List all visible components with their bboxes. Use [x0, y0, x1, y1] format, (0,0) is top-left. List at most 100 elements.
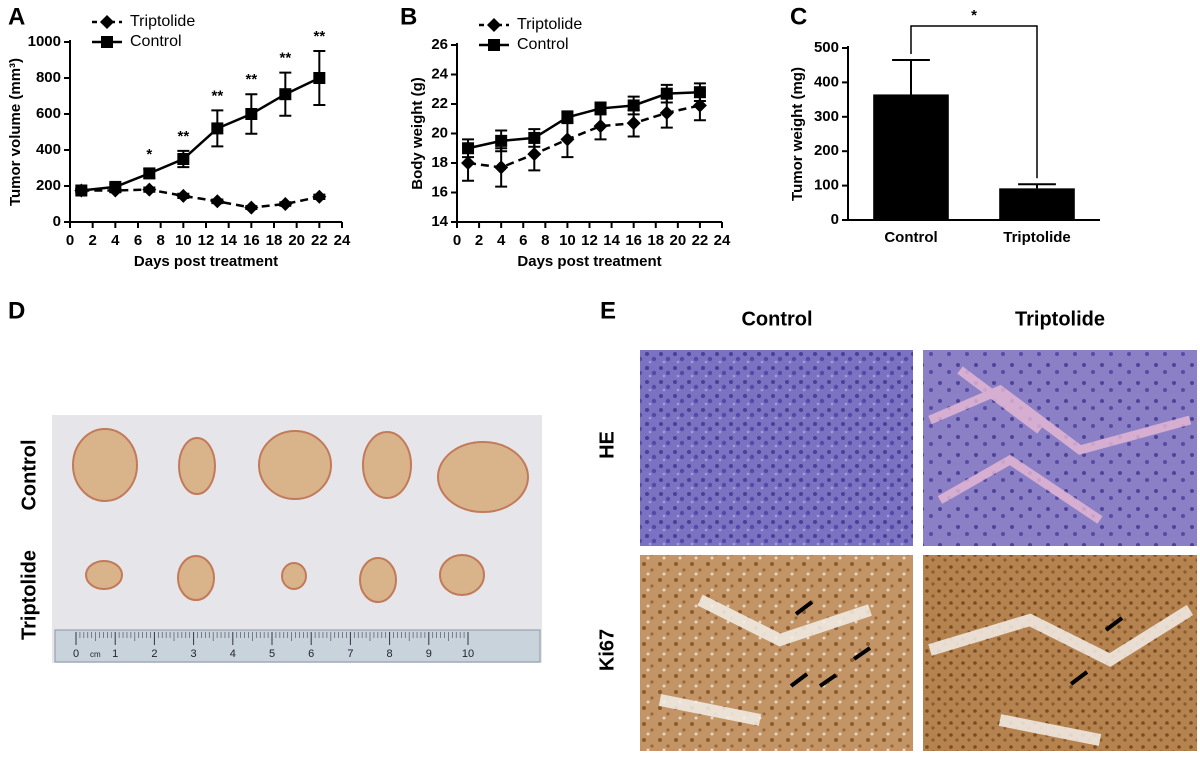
x-tick-label: 20 [669, 232, 686, 249]
row-label: Control [18, 439, 40, 510]
panel-label: B [400, 3, 417, 30]
data-point [627, 99, 640, 112]
significance-label: ** [177, 128, 189, 145]
x-tick-label: 18 [647, 232, 664, 249]
ruler-label: 8 [387, 648, 393, 660]
x-tick-label: 20 [288, 232, 305, 249]
ruler-label: 9 [426, 648, 432, 660]
ruler-label: 2 [151, 648, 157, 660]
x-tick-label: 22 [692, 232, 709, 249]
x-tick-label: 6 [134, 232, 142, 249]
y-tick-label: 0 [53, 213, 61, 230]
y-tick-label: 200 [814, 142, 839, 159]
data-point [527, 147, 542, 162]
ruler-label: 0 [73, 648, 79, 660]
data-point [462, 142, 475, 155]
significance-label: ** [211, 87, 223, 104]
x-tick-label: 8 [541, 232, 549, 249]
significance-label: ** [245, 71, 257, 88]
x-tick-label: 2 [475, 232, 483, 249]
y-tick-label: 18 [431, 154, 448, 171]
legend-marker [101, 36, 113, 48]
significance-label: ** [279, 50, 291, 67]
ruler-label: 7 [347, 648, 353, 660]
y-tick-label: 300 [814, 108, 839, 125]
x-tick-label: 6 [519, 232, 527, 249]
x-tick-label: 8 [156, 232, 164, 249]
legend-marker [487, 18, 501, 32]
data-point [561, 111, 574, 124]
data-point [593, 119, 608, 134]
bar [873, 94, 949, 220]
panel-label: C [790, 3, 807, 30]
y-tick-label: 16 [431, 183, 448, 200]
legend-label: Control [130, 33, 182, 50]
x-tick-label: 14 [603, 232, 620, 249]
y-tick-label: 100 [814, 177, 839, 194]
x-tick-label: 24 [334, 232, 351, 249]
data-point [528, 131, 541, 144]
y-tick-label: 400 [814, 73, 839, 90]
x-tick-label: 4 [111, 232, 120, 249]
panel-label: A [8, 3, 25, 30]
y-axis-label: Body weight (g) [409, 77, 426, 190]
tumor-photo [52, 415, 542, 663]
x-tick-label: 2 [88, 232, 96, 249]
error-bar [1018, 183, 1056, 189]
row-label: HE [596, 431, 618, 459]
x-tick-label: 10 [559, 232, 576, 249]
x-tick-label: Control [884, 229, 937, 246]
ruler-label: 5 [269, 648, 275, 660]
y-tick-label: 14 [431, 213, 448, 230]
legend-marker [488, 39, 500, 51]
x-axis-label: Days post treatment [134, 253, 278, 270]
y-tick-label: 400 [36, 141, 61, 158]
significance-label: ** [313, 28, 325, 45]
y-axis-label: Tumor weight (mg) [789, 67, 806, 201]
x-tick-label: 0 [453, 232, 461, 249]
data-point [594, 102, 607, 115]
data-point [495, 134, 508, 147]
significance-label: * [146, 146, 152, 163]
y-tick-label: 24 [431, 65, 448, 82]
data-point [75, 184, 88, 197]
data-point [494, 160, 509, 175]
x-tick-label: 24 [714, 232, 731, 249]
row-label: Triptolide [18, 550, 40, 640]
data-point [659, 105, 674, 120]
x-tick-label: 16 [625, 232, 642, 249]
x-tick-label: 10 [175, 232, 192, 249]
ruler-label: 6 [308, 648, 314, 660]
row-label: Ki67 [596, 629, 618, 671]
y-tick-label: 26 [431, 36, 448, 53]
data-point [660, 87, 673, 100]
x-tick-label: 18 [266, 232, 283, 249]
data-point [693, 86, 706, 99]
y-tick-label: 1000 [28, 33, 61, 50]
x-tick-label: 22 [311, 232, 328, 249]
y-tick-label: 22 [431, 95, 448, 112]
data-point [143, 167, 156, 180]
data-point [109, 180, 122, 193]
data-point [312, 189, 327, 204]
data-point [279, 88, 292, 101]
data-point [461, 156, 476, 170]
data-point [142, 182, 157, 197]
ruler-unit: cm [90, 650, 101, 659]
panel-label: D [8, 297, 25, 324]
y-tick-label: 600 [36, 105, 61, 122]
x-axis-label: Days post treatment [517, 253, 661, 270]
data-point [211, 122, 224, 135]
data-point [176, 188, 191, 203]
significance-label: * [971, 7, 977, 24]
histology-images [640, 350, 1197, 751]
x-tick-label: 12 [581, 232, 598, 249]
series-line [467, 104, 701, 169]
error-bar [892, 59, 930, 95]
data-point [626, 116, 641, 131]
column-label: Triptolide [1015, 308, 1105, 330]
data-point [244, 200, 259, 215]
legend-label: Triptolide [517, 16, 582, 33]
data-point [210, 194, 225, 209]
